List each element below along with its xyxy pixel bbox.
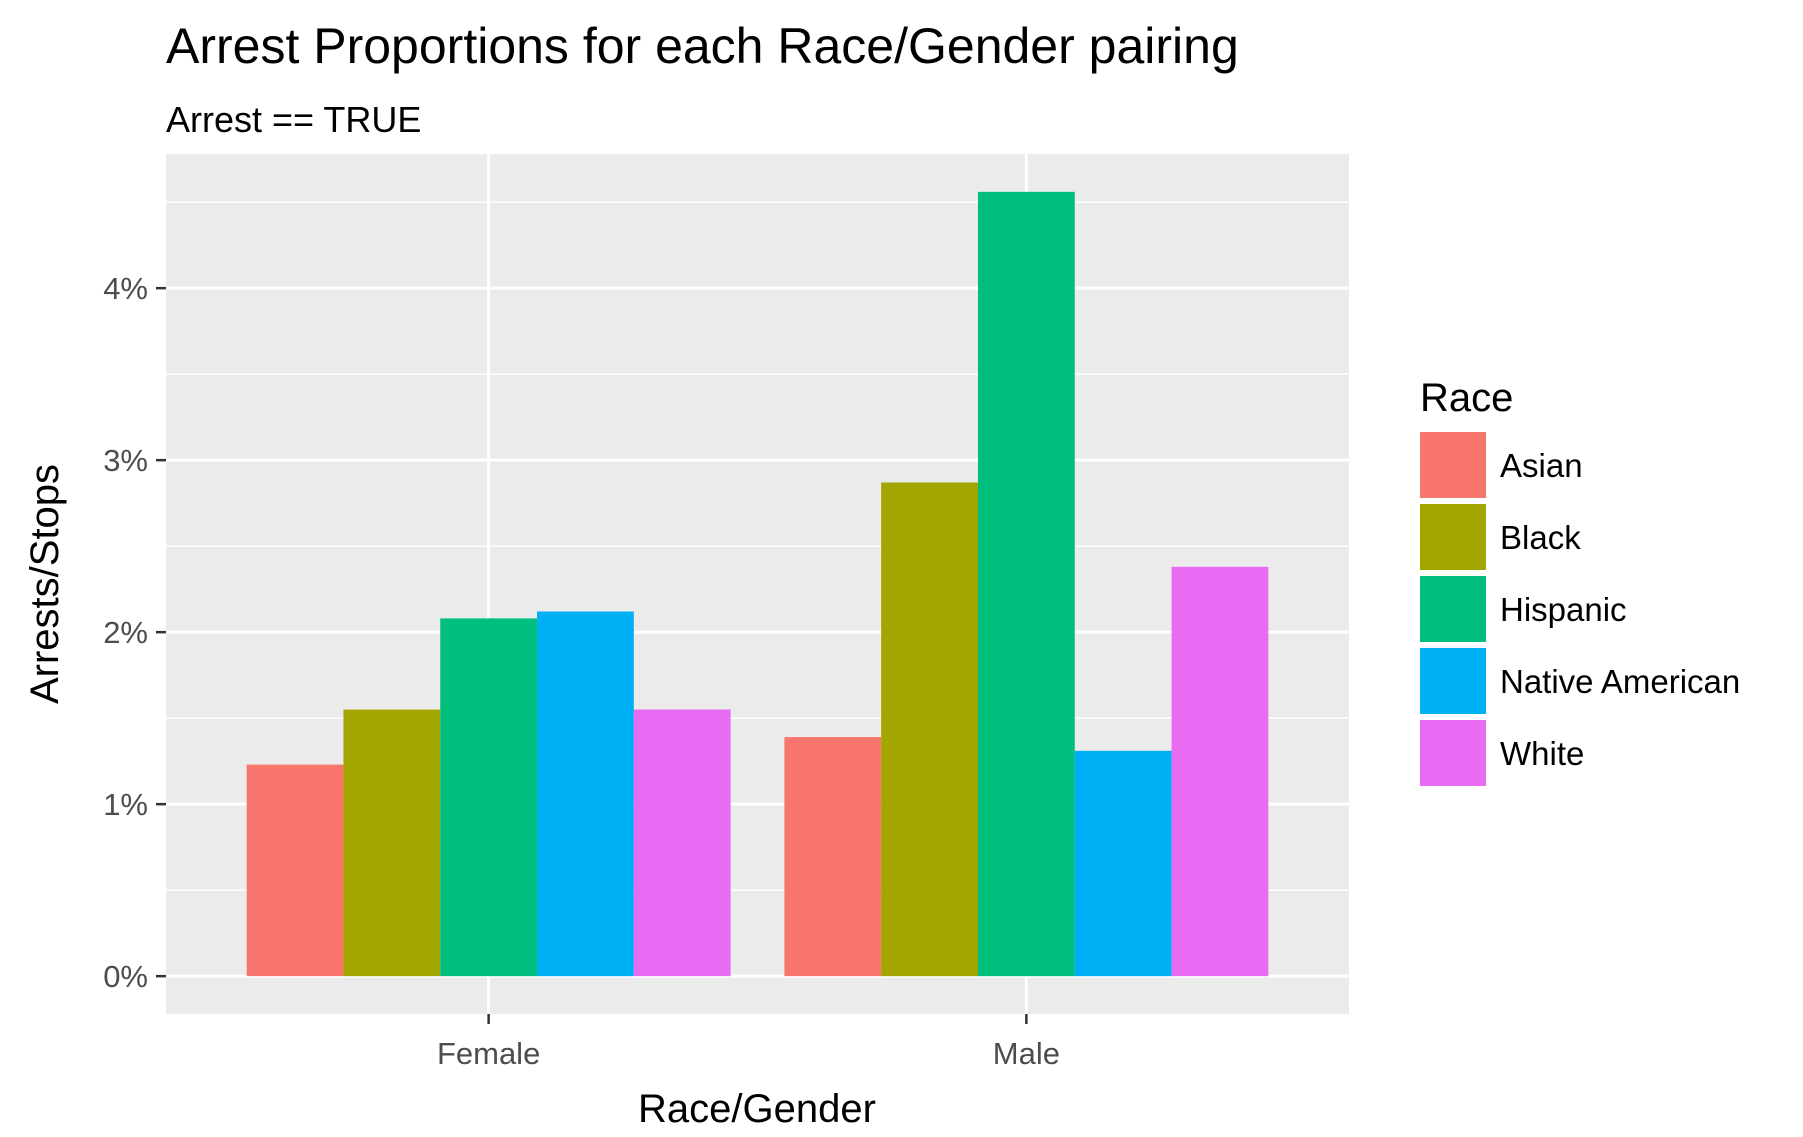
x-axis-title: Race/Gender bbox=[638, 1087, 876, 1131]
x-tick-label: Female bbox=[437, 1036, 540, 1071]
bar-male-white bbox=[1171, 566, 1269, 977]
legend: Race Asian Black Hispanic Native American Wh… bbox=[1420, 376, 1740, 786]
bar-female-hispanic bbox=[440, 618, 538, 977]
legend-label: Hispanic bbox=[1500, 591, 1627, 628]
bar-male-native-american bbox=[1074, 750, 1172, 977]
chart-subtitle: Arrest == TRUE bbox=[166, 99, 421, 140]
legend-key bbox=[1420, 648, 1486, 714]
y-axis: 0% 1% 2% 3% 4% bbox=[103, 271, 166, 994]
legend-key bbox=[1420, 504, 1486, 570]
bar-female-asian bbox=[246, 764, 344, 977]
legend-key bbox=[1420, 720, 1486, 786]
x-axis: Female Male bbox=[437, 1014, 1060, 1071]
bar-female-white bbox=[633, 709, 731, 977]
legend-label: White bbox=[1500, 735, 1584, 772]
legend-label: Black bbox=[1500, 519, 1581, 556]
bar-female-black bbox=[343, 709, 441, 977]
y-tick-label: 0% bbox=[103, 959, 148, 994]
bar-male-black bbox=[881, 482, 978, 977]
bar-male-hispanic bbox=[977, 191, 1075, 977]
y-tick-label: 3% bbox=[103, 443, 148, 478]
legend-label: Asian bbox=[1500, 447, 1583, 484]
legend-key bbox=[1420, 576, 1486, 642]
y-axis-title: Arrests/Stops bbox=[23, 464, 67, 704]
legend-label: Native American bbox=[1500, 663, 1740, 700]
bars bbox=[246, 191, 1269, 977]
chart-title: Arrest Proportions for each Race/Gender … bbox=[166, 18, 1239, 74]
bar-female-native-american bbox=[537, 611, 634, 977]
y-tick-label: 4% bbox=[103, 271, 148, 306]
legend-title: Race bbox=[1420, 376, 1513, 420]
bar-male-asian bbox=[784, 737, 882, 977]
y-tick-label: 1% bbox=[103, 787, 148, 822]
y-tick-label: 2% bbox=[103, 615, 148, 650]
x-tick-label: Male bbox=[993, 1036, 1060, 1071]
legend-key bbox=[1420, 432, 1486, 498]
